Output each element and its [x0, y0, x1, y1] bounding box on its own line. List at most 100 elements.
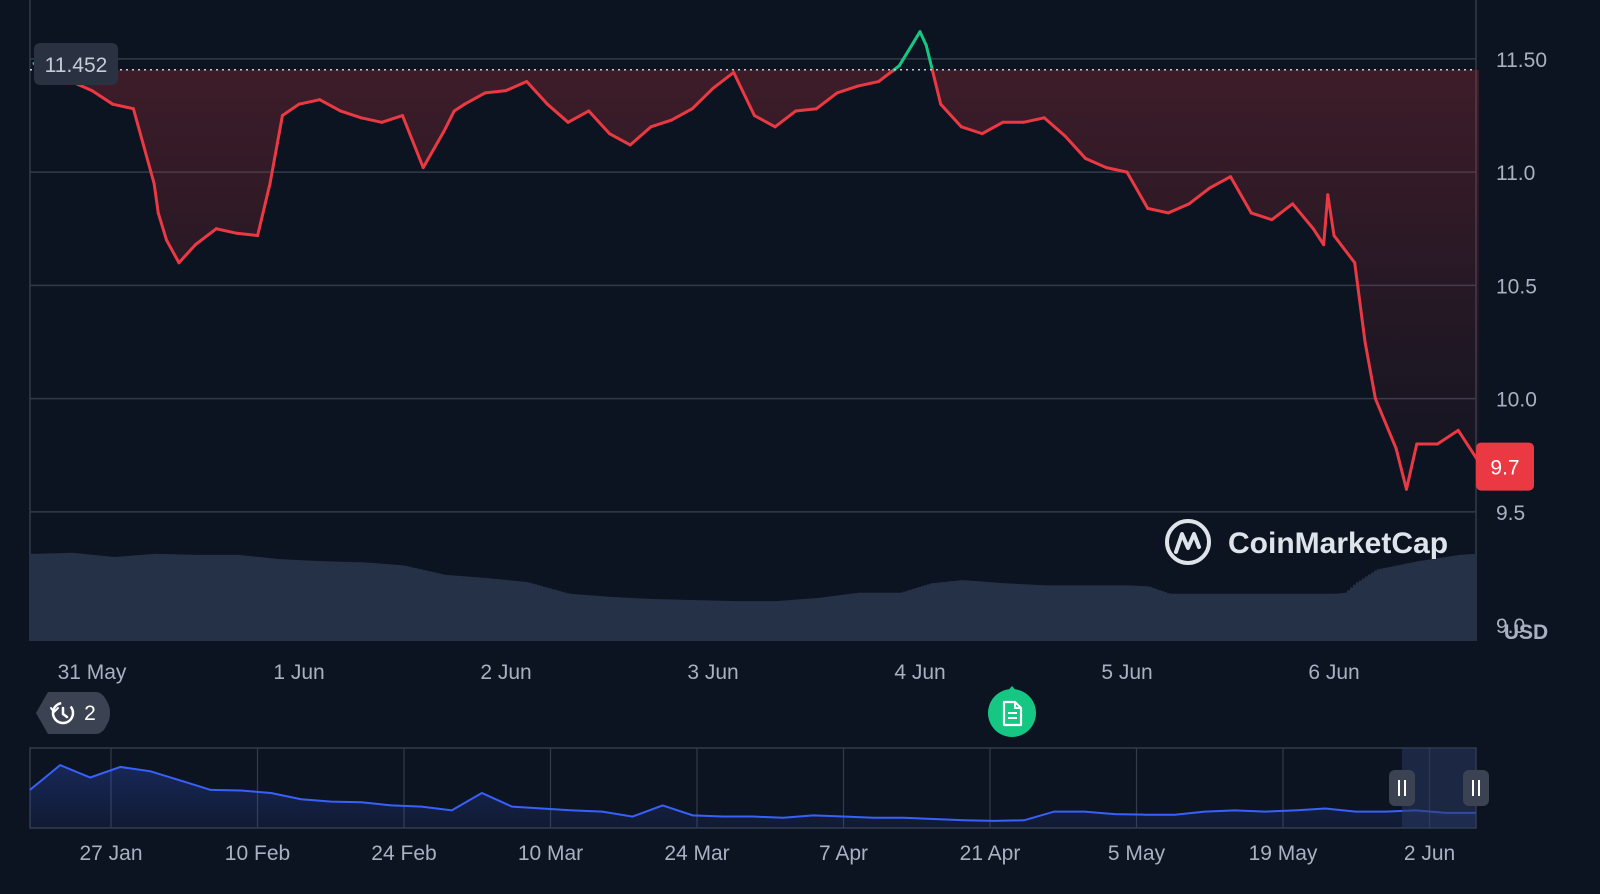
volume-bar — [453, 575, 456, 641]
volume-bar — [492, 578, 495, 641]
volume-bar — [627, 597, 630, 641]
volume-bar — [198, 554, 201, 641]
price-segment — [194, 227, 218, 247]
navigator-tick-label: 27 Jan — [79, 842, 142, 865]
volume-bar — [507, 580, 510, 641]
volume-bar — [1182, 593, 1185, 641]
volume-bar — [726, 600, 729, 641]
volume-bar — [657, 599, 660, 641]
volume-bar — [252, 556, 255, 641]
volume-bar — [1314, 593, 1317, 641]
volume-bar — [303, 560, 306, 641]
volume-bar — [153, 553, 156, 641]
volume-bar — [156, 553, 159, 641]
volume-bar — [1311, 593, 1314, 641]
volume-bar — [228, 554, 231, 641]
volume-bar — [1062, 585, 1065, 641]
volume-bar — [288, 559, 291, 641]
volume-bar — [615, 597, 618, 641]
volume-bar — [1365, 576, 1368, 641]
volume-bar — [525, 582, 528, 641]
price-segment — [628, 125, 653, 147]
volume-bar — [192, 554, 195, 641]
volume-bar — [894, 592, 897, 641]
price-segment — [794, 107, 818, 113]
volume-bar — [402, 565, 405, 641]
volume-bar — [120, 556, 123, 641]
volume-bar — [1140, 586, 1143, 641]
price-segment — [1311, 227, 1326, 247]
volume-bar — [588, 595, 591, 641]
price-segment — [587, 109, 611, 136]
volume-bar — [669, 599, 672, 641]
volume-bar — [975, 581, 978, 641]
volume-bar — [99, 555, 102, 641]
volume-bar — [696, 600, 699, 641]
volume-bar — [1074, 585, 1077, 641]
price-segment — [1208, 175, 1232, 190]
volume-bar — [312, 560, 315, 641]
volume-bar — [663, 599, 666, 641]
volume-bar — [774, 601, 777, 641]
volume-bar — [852, 593, 855, 641]
volume-bar — [189, 554, 192, 641]
volume-bar — [450, 575, 453, 641]
navigator-left-handle[interactable] — [1389, 770, 1415, 806]
volume-bar — [1194, 593, 1197, 641]
navigator-right-handle[interactable] — [1463, 770, 1489, 806]
volume-bar — [1323, 593, 1326, 641]
volume-bar — [990, 582, 993, 641]
event-marker[interactable] — [988, 686, 1036, 737]
volume-bar — [1443, 557, 1446, 641]
volume-bar — [1215, 593, 1218, 641]
volume-bar — [1341, 593, 1344, 641]
volume-bar — [393, 564, 396, 641]
volume-bar — [927, 584, 930, 641]
volume-bar — [45, 553, 48, 641]
volume-bar — [498, 579, 501, 641]
history-button[interactable]: 2 — [36, 692, 110, 734]
volume-bar — [1332, 593, 1335, 641]
volume-bar — [309, 560, 312, 641]
volume-bar — [834, 595, 837, 641]
volume-bar — [552, 589, 555, 641]
price-segment — [1394, 446, 1408, 491]
volume-bar — [699, 600, 702, 641]
volume-bar — [138, 555, 141, 641]
price-segment — [1125, 170, 1150, 210]
volume-bar — [486, 578, 489, 641]
volume-bar — [1146, 586, 1149, 641]
price-segment — [1322, 193, 1330, 247]
volume-bar — [57, 553, 60, 641]
range-navigator[interactable] — [29, 747, 1489, 829]
price-segment — [256, 181, 272, 238]
volume-bar — [372, 563, 375, 641]
volume-bar — [339, 561, 342, 641]
price-segment — [1404, 442, 1419, 491]
volume-bar — [1374, 570, 1377, 641]
volume-bar — [294, 559, 297, 641]
volume-bar — [1371, 572, 1374, 641]
y-tick-label: 11.50 — [1496, 49, 1547, 72]
volume-bar — [261, 557, 264, 641]
volume-bar — [435, 572, 438, 641]
volume-bar — [276, 558, 279, 641]
volume-bar — [798, 599, 801, 641]
volume-bar — [936, 582, 939, 641]
volume-bar — [1452, 555, 1455, 641]
volume-bar — [1083, 585, 1086, 641]
volume-bar — [1197, 593, 1200, 641]
volume-bar — [177, 554, 180, 641]
navigator-tick-label: 24 Feb — [371, 842, 436, 865]
price-segment — [545, 102, 570, 124]
volume-bar — [1080, 585, 1083, 641]
price-segment — [1042, 116, 1067, 138]
volume-bar — [315, 560, 318, 641]
price-segment — [649, 118, 674, 129]
price-segment — [177, 243, 197, 265]
price-segment — [297, 98, 322, 106]
volume-bar — [618, 597, 621, 641]
volume-bar — [369, 562, 372, 641]
volume-bar — [477, 577, 480, 641]
